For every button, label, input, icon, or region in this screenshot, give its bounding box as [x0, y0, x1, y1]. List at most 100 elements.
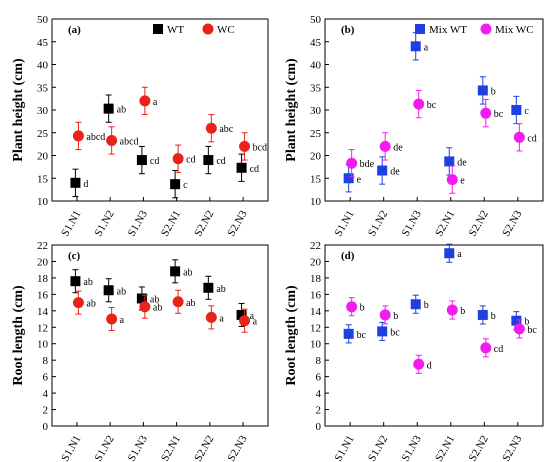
data-point-circle — [205, 311, 217, 323]
y-axis-label: Plant height (cm) — [284, 58, 299, 162]
significance-label: b — [491, 86, 496, 97]
significance-label: ab — [117, 286, 126, 297]
panel-label: (b) — [341, 24, 355, 36]
data-point-square — [410, 41, 421, 52]
data-point-square — [103, 285, 114, 296]
significance-label: abcd — [120, 136, 139, 147]
data-point-square — [70, 276, 81, 287]
significance-label: cd — [250, 164, 259, 175]
x-tick-label: S2.N3 — [500, 433, 525, 462]
panel-label: (a) — [68, 24, 81, 36]
y-tick-label: 10 — [310, 196, 322, 208]
data-point-square — [203, 282, 214, 293]
significance-label: ab — [150, 294, 159, 305]
data-point-square — [511, 105, 522, 115]
panel-label: (c) — [68, 250, 81, 262]
x-tick-label: S1.N1 — [59, 434, 83, 462]
data-point-circle — [139, 301, 151, 313]
data-point-circle — [379, 309, 391, 321]
y-tick-label: 22 — [310, 240, 321, 252]
data-point-circle — [106, 134, 118, 146]
y-tick-label: 30 — [37, 105, 49, 117]
data-point-square — [136, 293, 147, 304]
y-tick-label: 6 — [316, 372, 322, 384]
significance-label: b — [424, 300, 429, 311]
y-tick-label: 8 — [43, 355, 49, 367]
data-point-square — [343, 173, 354, 184]
significance-label: a — [457, 249, 462, 260]
significance-label: abcd — [86, 132, 105, 143]
plot-frame — [51, 18, 269, 202]
significance-label: bc — [527, 325, 537, 336]
significance-label: ab — [153, 303, 162, 314]
significance-label: a — [424, 42, 429, 53]
significance-label: abc — [219, 124, 233, 135]
y-tick-label: 20 — [37, 151, 49, 163]
x-tick-label: S1.N3 — [400, 208, 425, 239]
significance-label: cd — [216, 156, 225, 167]
significance-label: d — [427, 360, 432, 371]
x-tick-label: S2.N3 — [225, 208, 250, 239]
y-tick-label: 50 — [37, 14, 49, 26]
significance-label: c — [183, 180, 188, 191]
data-point-circle — [139, 95, 151, 107]
y-tick-label: 2 — [43, 405, 49, 417]
y-tick-label: 12 — [37, 322, 48, 334]
y-tick-label: 45 — [310, 37, 322, 49]
significance-label: b — [460, 306, 465, 317]
legend-label: Mix WC — [495, 24, 534, 36]
significance-label: bcd — [253, 142, 267, 153]
y-tick-label: 25 — [310, 128, 322, 140]
data-point-circle — [413, 98, 425, 110]
data-point-square — [170, 266, 181, 277]
y-tick-label: 10 — [310, 339, 322, 351]
y-tick-label: 0 — [316, 421, 322, 433]
x-tick-label: S2.N2 — [467, 209, 491, 239]
data-point-circle — [513, 131, 525, 143]
significance-label: bc — [427, 100, 437, 111]
y-tick-label: 20 — [310, 151, 322, 163]
significance-label: bde — [360, 159, 375, 170]
data-point-square — [236, 309, 247, 320]
y-tick-label: 15 — [37, 173, 49, 185]
x-tick-label: S2.N2 — [192, 434, 216, 462]
data-point-square — [444, 156, 455, 167]
significance-label: ab — [216, 284, 225, 295]
data-point-circle — [379, 140, 391, 152]
data-point-square — [377, 326, 388, 337]
x-tick-label: S1.N3 — [400, 433, 425, 462]
x-tick-label: S2.N1 — [159, 434, 183, 462]
legend-label: Mix WT — [429, 24, 467, 36]
y-tick-label: 18 — [310, 273, 322, 285]
plot-frame — [51, 244, 269, 427]
significance-label: ab — [83, 277, 92, 288]
significance-label: cd — [527, 133, 536, 144]
significance-label: de — [390, 167, 400, 178]
data-point-square — [70, 177, 81, 188]
significance-label: c — [524, 106, 529, 117]
significance-label: a — [219, 313, 224, 324]
data-point-square — [477, 309, 488, 320]
significance-label: d — [83, 179, 88, 190]
x-tick-label: S2.N1 — [433, 209, 457, 239]
data-point-square — [103, 103, 114, 114]
significance-label: b — [393, 311, 398, 322]
significance-label: ab — [117, 105, 126, 116]
data-point-circle — [72, 130, 84, 142]
y-tick-label: 40 — [37, 60, 49, 72]
data-point-square — [377, 165, 388, 176]
data-point-circle — [106, 313, 118, 325]
y-tick-label: 8 — [316, 355, 322, 367]
x-tick-label: S2.N2 — [192, 209, 216, 239]
y-tick-label: 15 — [310, 173, 322, 185]
y-axis-label: Root length (cm) — [11, 285, 26, 386]
significance-label: cd — [494, 344, 503, 355]
y-tick-label: 6 — [43, 372, 49, 384]
y-tick-label: 14 — [310, 306, 322, 318]
chart-panel-4: 0 2 4 6 8 10 12 14 16 18 20 22 S1.N1 S1.N2 S1.N3 S2.N1 S… — [284, 240, 544, 462]
y-tick-label: 0 — [43, 421, 49, 433]
x-tick-label: S1.N1 — [332, 209, 356, 239]
significance-label: cd — [150, 156, 159, 167]
x-tick-label: S1.N1 — [59, 209, 83, 239]
